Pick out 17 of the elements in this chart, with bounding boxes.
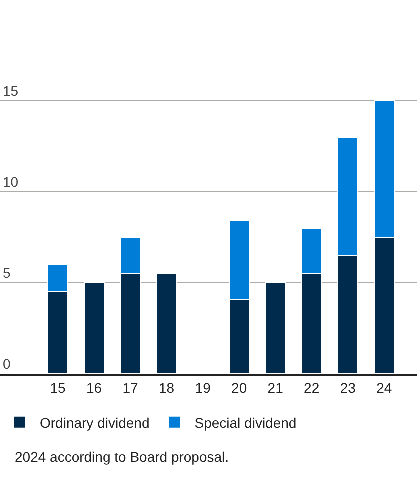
x-tick-label: 24 <box>376 380 392 396</box>
y-tick-label: 15 <box>3 83 19 100</box>
x-tick-label: 19 <box>195 380 212 396</box>
x-tick-label: 17 <box>122 380 139 396</box>
x-tick-label: 21 <box>268 380 284 396</box>
y-tick-label: 10 <box>3 174 19 190</box>
legend-label: Special dividend <box>194 414 297 431</box>
y-tick-label: 5 <box>3 265 11 282</box>
x-tick-label: 22 <box>304 380 320 396</box>
x-tick-label: 18 <box>159 380 175 396</box>
x-tick-label: 23 <box>340 380 356 396</box>
legend-label: Ordinary dividend <box>40 414 150 431</box>
text: 2024 according to Board proposal. <box>15 449 230 465</box>
x-tick-label: 15 <box>50 380 66 396</box>
x-tick-label: 16 <box>86 380 102 396</box>
x-tick-label: 20 <box>232 380 248 396</box>
y-tick-label: 0 <box>3 356 11 372</box>
